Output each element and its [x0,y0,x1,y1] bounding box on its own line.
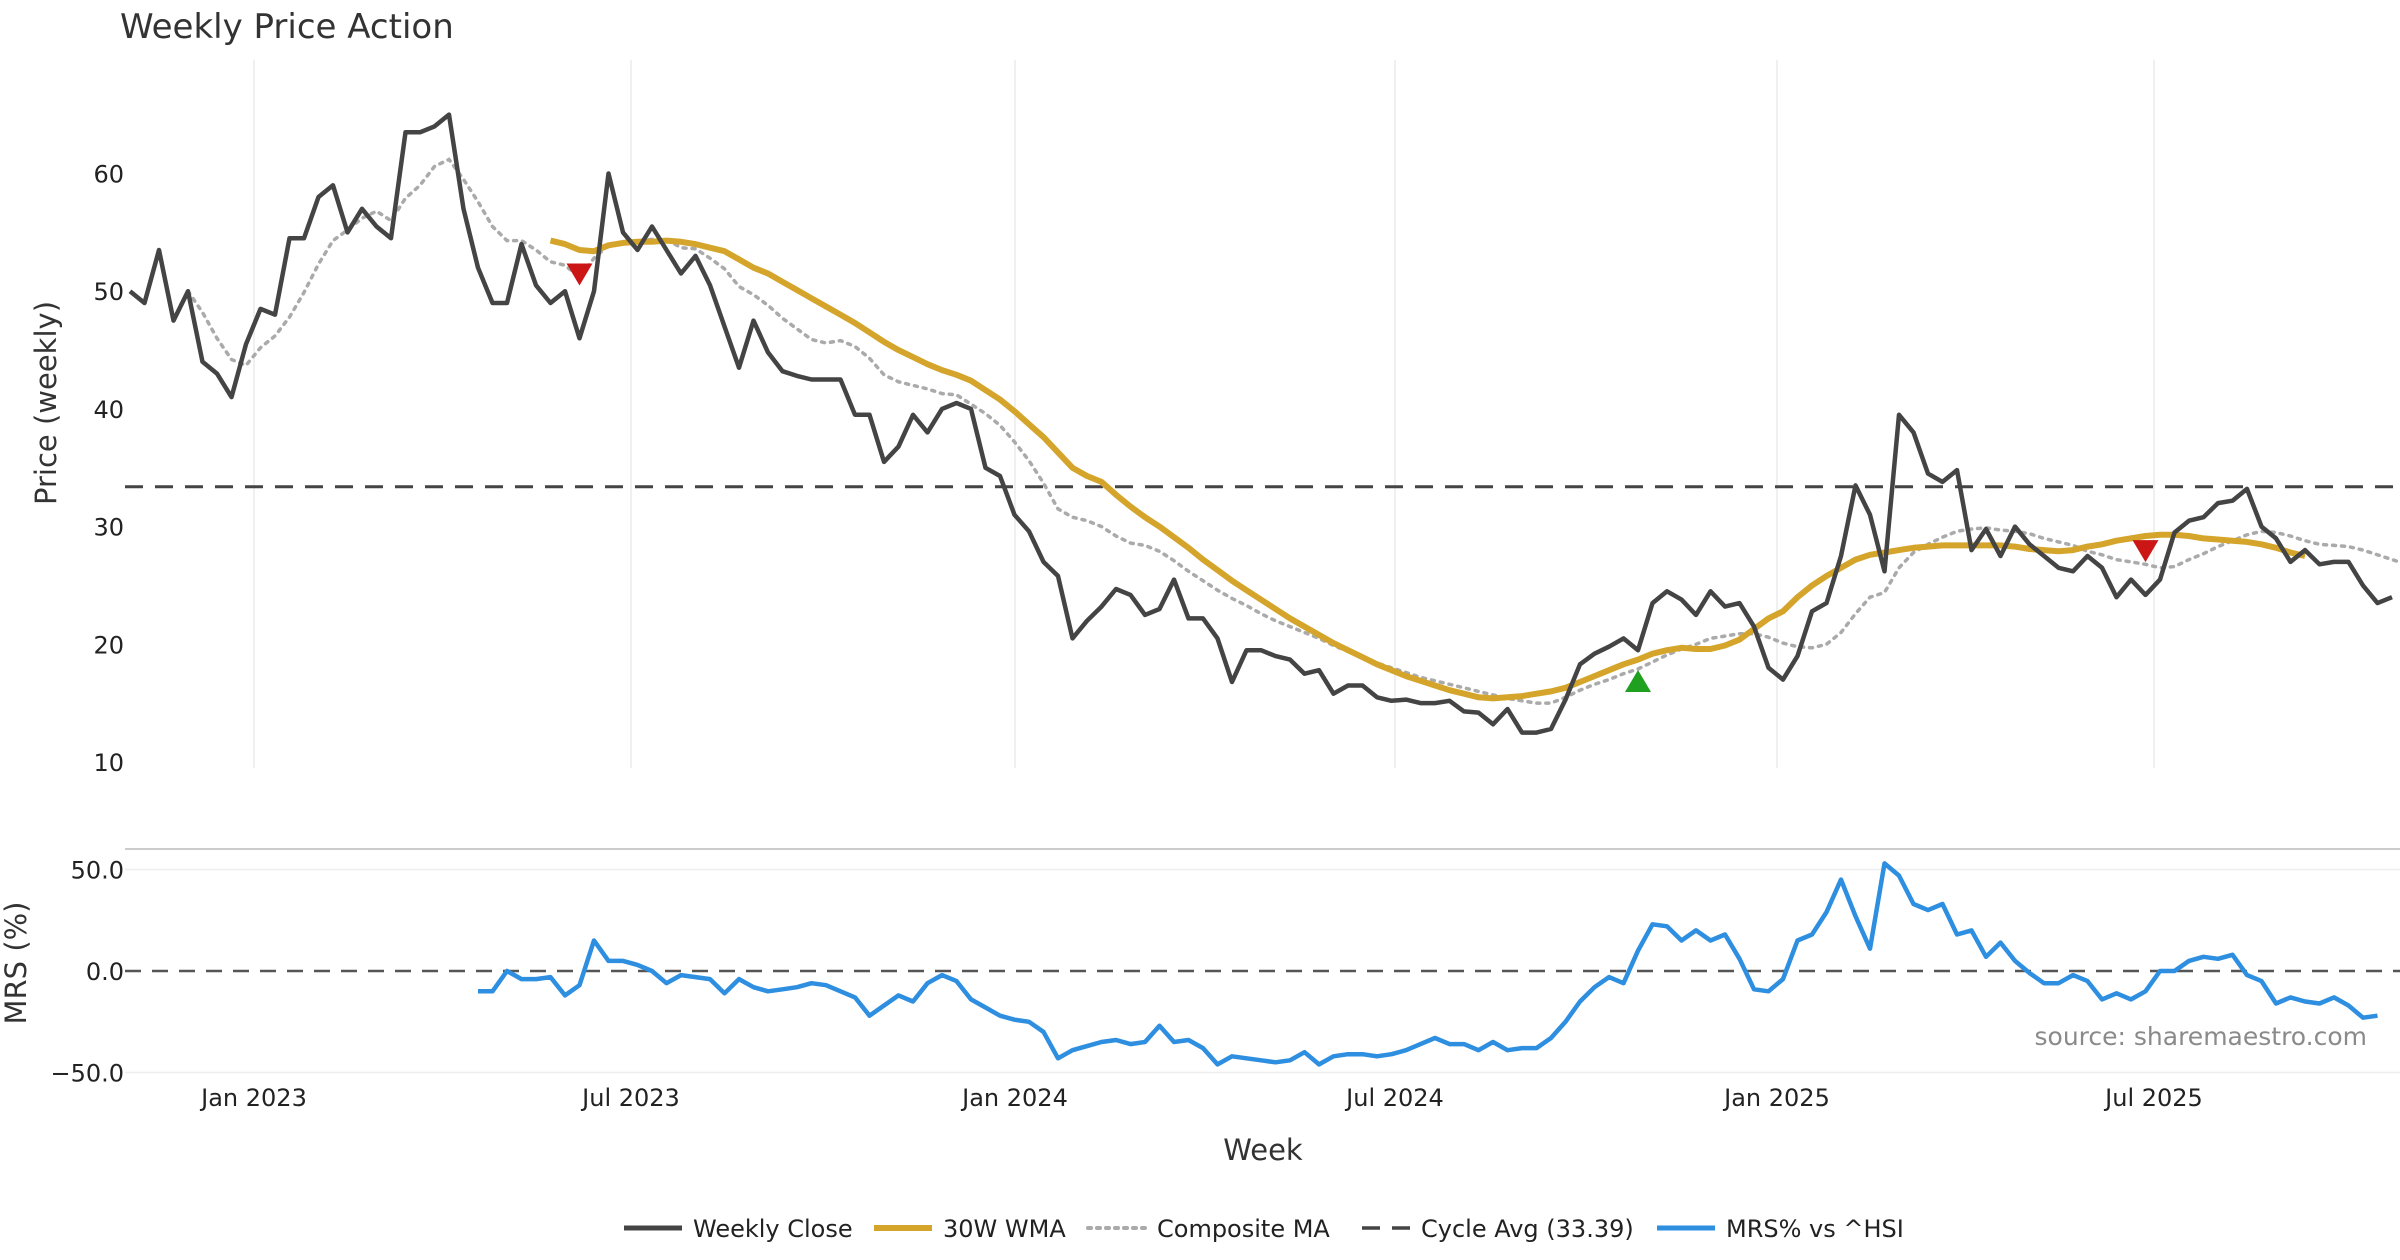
price-y-tick-label: 20 [93,631,124,659]
x-tick-label: Jan 2024 [960,1084,1068,1112]
price-y-ticks: 10 20 30 40 50 60 [93,161,124,778]
x-tick-label: Jul 2024 [1344,1084,1444,1112]
legend-mrs-label: MRS% vs ^HSI [1726,1215,1904,1243]
legend-cycle-label: Cycle Avg (33.39) [1421,1215,1634,1243]
price-y-tick-label: 30 [93,514,124,542]
mrs-y-tick-label: −50.0 [50,1060,124,1088]
trade-signals [566,263,2159,692]
x-axis-label: Week [1223,1133,1303,1167]
sell-signal-marker [2132,540,2159,563]
mrs-y-tick-label: 50.0 [71,857,124,885]
x-axis-ticks: Jan 2023 Jul 2023 Jan 2024 Jul 2024 Jan 2025… [199,1084,2203,1112]
legend: Weekly Close 30W WMA Composite MA Cycle … [624,1215,1904,1243]
weekly-close-line [128,112,2393,735]
x-tick-label: Jul 2023 [580,1084,680,1112]
price-y-tick-label: 60 [93,161,124,189]
mrs-y-tick-label: 0.0 [86,958,124,986]
mrs-line [478,861,2378,1067]
buy-signal-marker [1625,669,1651,692]
sell-signal-marker [566,263,593,286]
legend-composite-label: Composite MA [1157,1215,1330,1243]
x-tick-label: Jan 2025 [1722,1084,1830,1112]
mrs-y-ticks: −50.0 0.0 50.0 [50,857,2400,1088]
mrs-y-axis-label: MRS (%) [0,902,33,1025]
x-tick-label: Jul 2025 [2103,1084,2203,1112]
price-y-tick-label: 10 [93,749,124,777]
x-tick-label: Jan 2023 [199,1084,307,1112]
legend-weekly-close-label: Weekly Close [693,1215,853,1243]
price-y-axis-label: Price (weekly) [29,301,63,505]
source-attribution: source: sharemaestro.com [2035,1022,2368,1051]
wma-30w-line [549,237,2306,702]
composite-ma-line [186,157,2400,705]
price-y-tick-label: 40 [93,396,124,424]
price-y-tick-label: 50 [93,278,124,306]
chart-title: Weekly Price Action [120,7,454,47]
legend-wma-label: 30W WMA [943,1215,1066,1243]
